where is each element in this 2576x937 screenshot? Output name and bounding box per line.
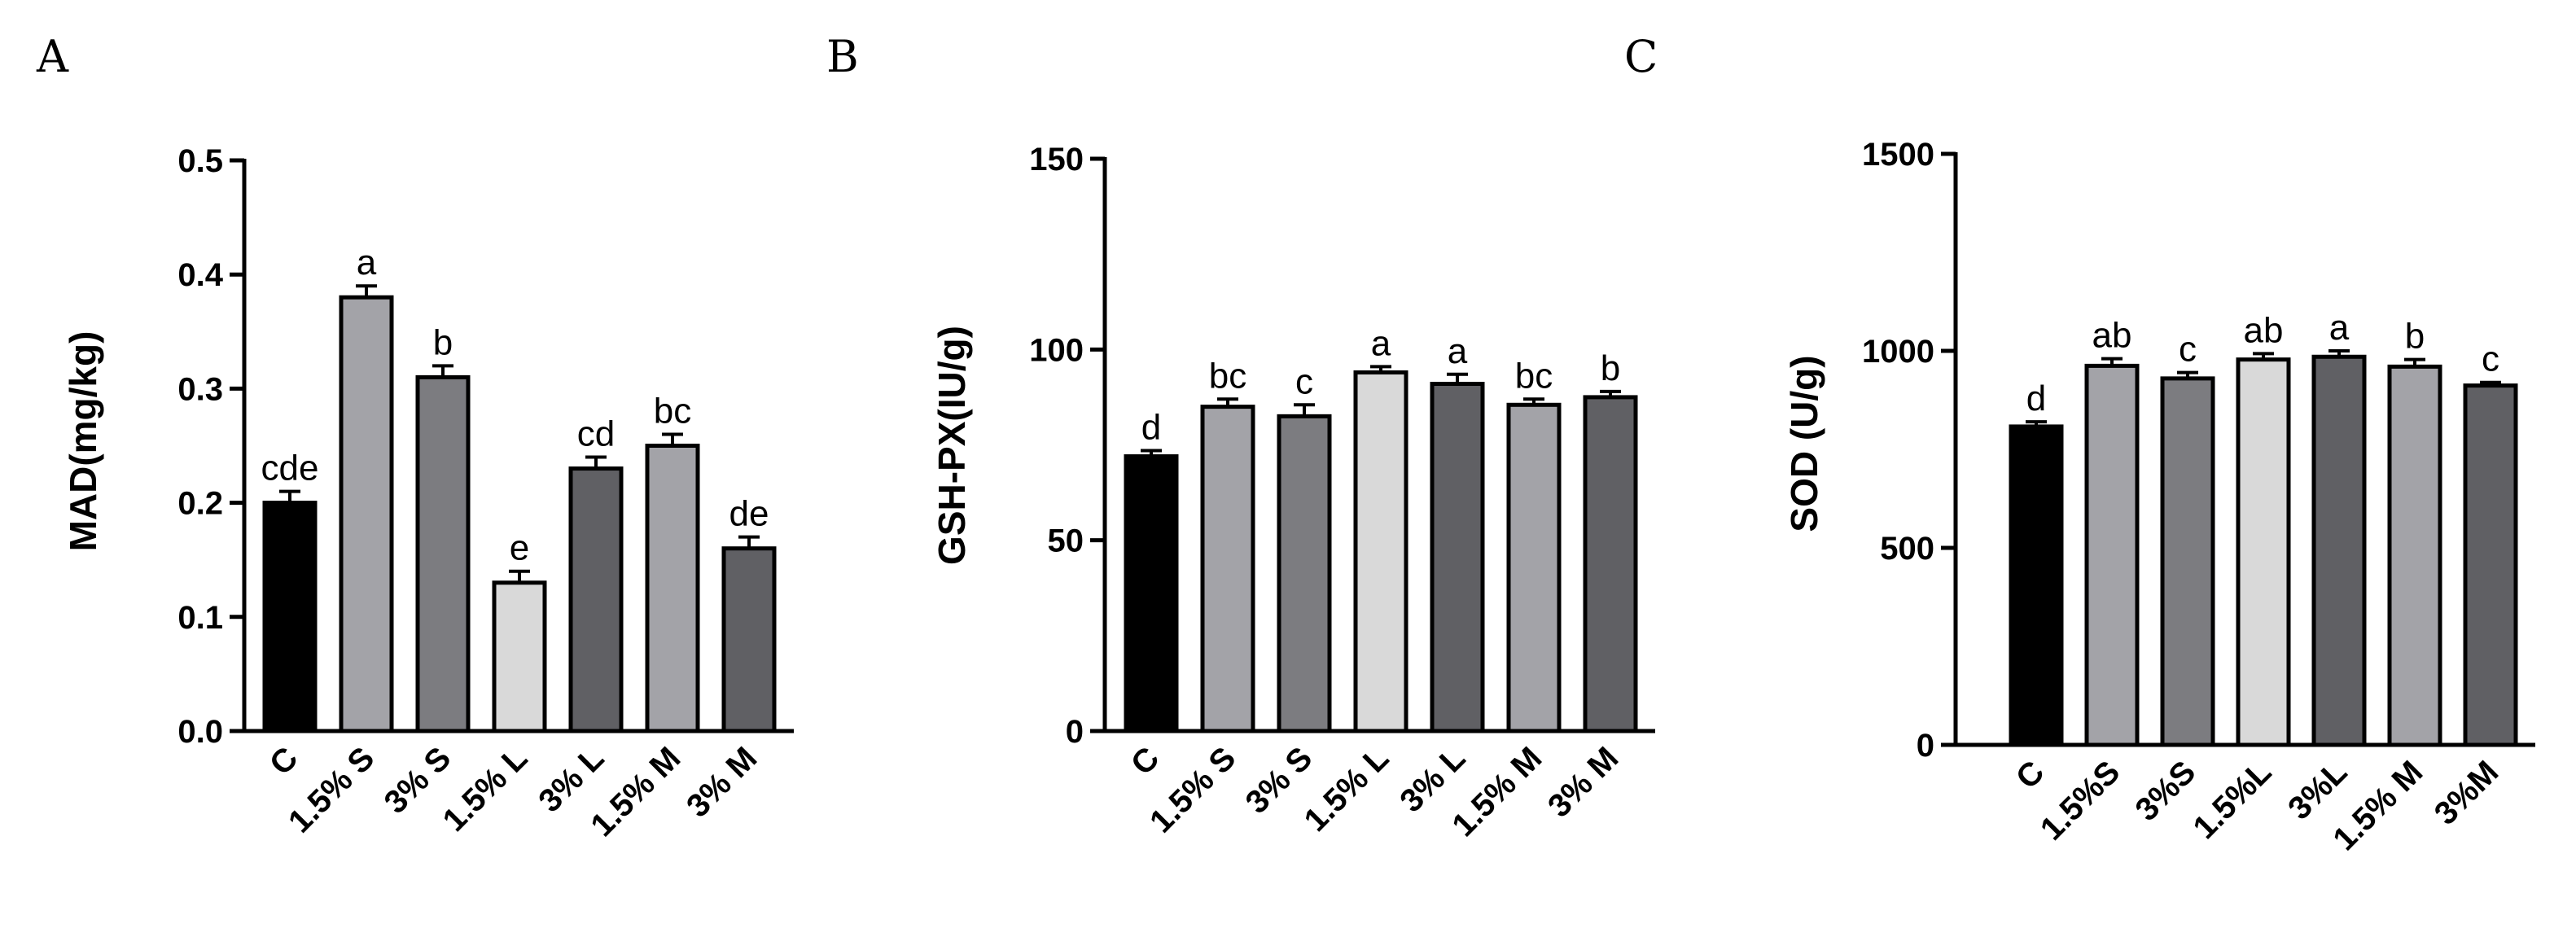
x-tick-label: 1.5% L [1298,740,1396,838]
bar [262,501,318,733]
bar [1430,382,1485,733]
y-axis-title-b: GSH-PX(IU/g) [931,326,973,565]
significance-label: a [2329,308,2350,348]
significance-label: c [2482,339,2499,379]
x-tick-label: 1.5%S [2034,754,2127,847]
bar [568,466,624,733]
y-tick-label: 0.3 [177,371,223,407]
y-tick-label: 1000 [1862,334,1934,370]
significance-label: bc [1515,356,1553,396]
bar [645,444,700,733]
y-tick-label: 0.0 [177,714,223,750]
bar [1506,402,1562,733]
bar [492,580,547,733]
bar [1200,405,1255,733]
significance-label: c [2179,330,2197,370]
bar [2236,357,2291,747]
bar [1353,370,1408,733]
bar [2311,354,2367,747]
significance-label: b [433,322,453,362]
y-tick-label: 50 [1048,523,1084,559]
significance-label: a [1371,323,1391,363]
y-tick-label: 1500 [1862,137,1934,173]
significance-label: a [357,243,377,282]
bar [2387,364,2442,747]
y-tick-label: 0.1 [177,600,223,636]
chart-panel-c: C SOD (U/g) 050010001500dCab1.5%Sc3%Sab1… [1624,31,2535,857]
y-tick-label: 500 [1880,531,1934,567]
bar [339,295,394,733]
y-tick-label: 0.2 [177,486,223,522]
significance-label: e [510,528,529,568]
significance-label: bc [1209,356,1246,396]
bar [2009,424,2064,747]
bar [1277,414,1332,733]
x-tick-label: 1.5% L [436,740,535,838]
x-tick-label: C [1124,740,1167,782]
significance-label: bc [654,391,691,431]
bar [1583,395,1638,733]
bar [2160,376,2215,747]
y-tick-label: 150 [1029,142,1084,177]
x-tick-label: 1.5% S [282,740,381,839]
y-axis-title-a: MAD(mg/kg) [62,331,104,552]
chart-panel-a: A MAD(mg/kg) 0.00.10.20.30.40.5cdeCa1.5%… [36,31,794,843]
significance-label: ab [2092,316,2132,356]
bar [415,374,471,733]
x-tick-label: 3%M [2428,754,2506,832]
y-tick-label: 100 [1029,332,1084,368]
significance-label: b [2405,317,2425,357]
significance-label: c [1295,361,1313,401]
panel-label-b: B [826,31,859,82]
significance-label: b [1601,348,1620,388]
y-axis-title-c: SOD (U/g) [1783,355,1825,532]
bar [1124,454,1179,733]
x-tick-label: 3% M [1541,740,1625,824]
bar [2463,383,2518,747]
significance-label: d [1141,408,1161,448]
significance-label: d [2026,379,2046,418]
x-tick-label: C [263,740,305,782]
x-tick-label: 1.5%L [2187,754,2279,846]
x-tick-label: C [2009,754,2052,796]
significance-label: cd [577,414,615,454]
significance-label: de [729,494,769,534]
panel-label-a: A [36,31,69,82]
bar [2084,363,2140,747]
y-tick-label: 0 [1066,714,1084,750]
y-tick-label: 0.5 [177,143,223,179]
significance-label: cde [261,449,319,488]
x-tick-label: 1.5% S [1143,740,1242,839]
y-tick-label: 0 [1917,728,1934,764]
x-tick-label: 3% M [680,740,764,824]
panel-label-c: C [1624,31,1658,82]
bar [721,546,777,733]
y-tick-label: 0.4 [177,257,223,293]
significance-label: a [1448,331,1468,371]
significance-label: ab [2244,310,2284,350]
